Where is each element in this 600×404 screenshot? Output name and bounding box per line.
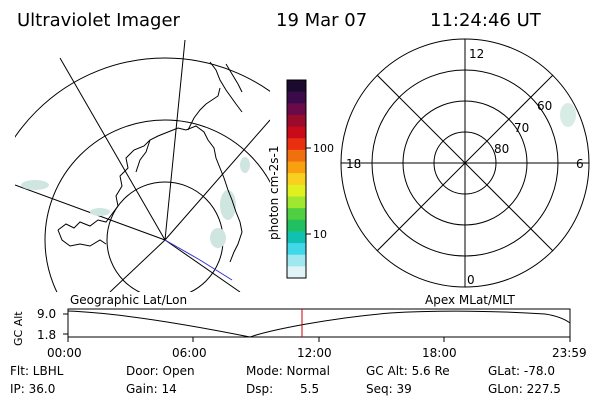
timeline-y-label: GC Alt [12,311,25,346]
colorbar-cell [287,266,306,279]
timeline-y-tick-1: 1.8 [37,328,56,342]
timeline-x-tick-0600: 06:00 [172,346,207,360]
mlt-label-6: 6 [576,157,584,171]
left-panel-label: Geographic Lat/Lon [70,293,187,307]
status-dsp-label: Dsp: [246,382,273,396]
colorbar-cell [287,149,306,163]
mlt-label-18: 18 [346,157,361,171]
timeline-x-tick-2359: 23:59 [552,346,587,360]
status-glat: GLat: -78.0 [488,364,555,378]
status-gc-alt: GC Alt: 5.6 Re [366,364,450,378]
status-seq: Seq: 39 [366,382,412,396]
colorbar-cell [287,103,306,116]
colorbar-cell [287,254,306,267]
colorbar-cell [287,80,306,93]
colorbar-cell [287,243,306,256]
mlat-label-70: 70 [514,121,529,135]
colorbar-cell [287,231,306,244]
satellite-track [164,239,233,281]
instrument-title: Ultraviolet Imager [17,10,181,31]
altitude-curve [67,310,571,338]
colorbar-frame [286,79,307,279]
status-door: Door: Open [126,364,195,378]
aurora-patch [560,103,576,127]
coastline [57,125,243,263]
colorbar-cell [287,114,306,128]
altitude-timeline: GC Alt 9.0 1.8 00:00 06:00 12:00 18:00 2… [12,307,587,360]
mlt-label-0: 0 [467,273,475,287]
geographic-map [15,40,270,292]
colorbar-cell [287,126,306,139]
status-block: Flt: LBHL IP: 36.0 Door: Open Gain: 14 M… [10,364,561,396]
image-date: 19 Mar 07 [276,10,367,31]
timeline-frame [67,308,571,338]
status-filter: Flt: LBHL [10,364,64,378]
status-mode: Mode: Normal [246,364,330,378]
timeline-y-tick-9: 9.0 [37,307,56,321]
polar-plot [340,38,590,288]
colorbar-cell [287,184,306,197]
colorbar-cell [287,173,306,186]
colorbar-cell [287,138,306,151]
aurora-speckle [21,157,250,248]
timeline-x-tick-1200: 12:00 [297,346,332,360]
colorbar-cell [287,161,306,174]
polar-labels: 12 18 6 0 60 70 80 [346,47,584,287]
colorbar-unit-label: photon cm-2s-1 [267,146,281,241]
colorbar-tick-100: 100 [313,142,334,155]
status-glon: GLon: 227.5 [488,382,561,396]
status-gain: Gain: 14 [126,382,177,396]
status-ip: IP: 36.0 [10,382,55,396]
status-dsp-value: 5.5 [300,382,319,396]
image-time: 11:24:46 UT [430,10,542,31]
colorbar-cell [287,219,306,232]
mlat-label-60: 60 [537,99,552,113]
colorbar-cell [287,208,306,221]
mlat-label-80: 80 [494,142,509,156]
timeline-x-tick-1800: 18:00 [422,346,457,360]
colorbar-cell [287,196,306,209]
colorbar-tick-10: 10 [313,228,327,241]
timeline-x-tick-0000: 00:00 [47,346,82,360]
colorbar-cell [287,91,306,104]
colorbar: 100 10 photon cm-2s-1 [267,79,334,279]
mlt-label-12: 12 [469,47,484,61]
right-panel-label: Apex MLat/MLT [425,293,515,307]
